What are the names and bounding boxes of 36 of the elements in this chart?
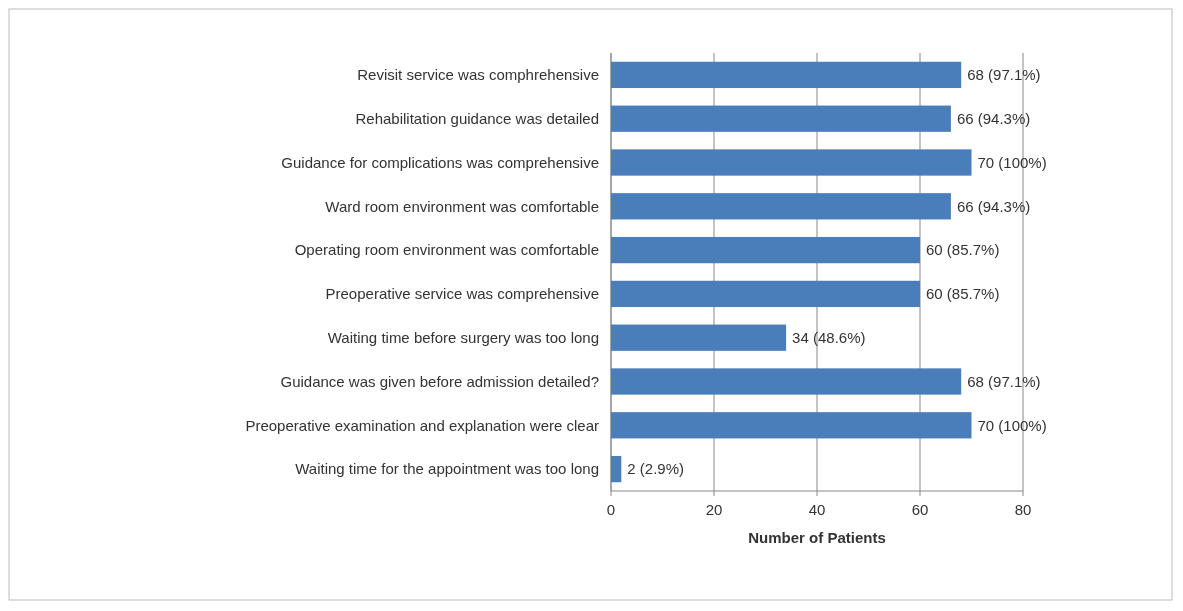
y-tick-label: Ward room environment was comfortable	[325, 197, 599, 215]
data-label: 70 (100%)	[977, 153, 1047, 171]
x-tick-label: 40	[808, 501, 826, 518]
y-tick-label: Preoperative service was comprehensive	[325, 285, 599, 303]
data-label: 66 (94.3%)	[956, 197, 1031, 215]
y-tick-label: Guidance for complications was comprehensive	[281, 153, 599, 171]
bar	[611, 105, 951, 132]
y-tick-label: Rehabilitation guidance was detailed	[355, 109, 599, 127]
y-tick-label: Revisit service was comphrehensive	[357, 66, 599, 84]
x-tick-label: 80	[1014, 501, 1032, 518]
bar	[611, 61, 962, 89]
bar	[611, 236, 920, 264]
data-label: 60 (85.7%)	[926, 241, 1000, 259]
y-tick-label: Operating room environment was comfortable	[294, 241, 599, 259]
bar	[611, 368, 962, 395]
x-axis-title: Number of Patients	[748, 529, 886, 546]
data-label: 2 (2.9%)	[627, 460, 684, 478]
x-tick-label: 60	[911, 501, 929, 518]
data-label: 68 (97.1%)	[967, 372, 1041, 390]
bar	[611, 455, 622, 483]
bar	[611, 149, 972, 176]
x-tick-label: 0	[606, 501, 616, 518]
y-tick-label: Waiting time before surgery was too long	[327, 328, 599, 346]
bar	[611, 280, 920, 308]
y-tick-label: Guidance was given before admission detailed?	[280, 372, 599, 390]
bar	[611, 324, 787, 351]
data-label: 66 (94.3%)	[956, 109, 1031, 127]
y-tick-label: Waiting time for the appointment was too long	[295, 460, 599, 478]
data-label: 34 (48.6%)	[792, 328, 866, 346]
data-label: 60 (85.7%)	[926, 285, 1000, 303]
x-tick-label: 20	[705, 501, 723, 518]
y-tick-label: Preoperative examination and explanation were clear	[245, 416, 599, 434]
data-label: 68 (97.1%)	[967, 66, 1041, 84]
bar	[611, 193, 951, 220]
data-label: 70 (100%)	[977, 416, 1047, 434]
bar	[611, 412, 972, 439]
